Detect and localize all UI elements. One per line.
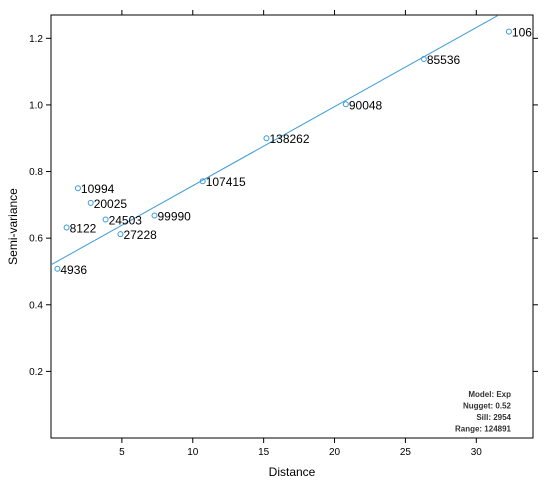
data-point-label: 1068 [512, 26, 539, 40]
x-tick-label: 20 [329, 447, 341, 458]
data-point [420, 55, 427, 62]
data-point [199, 178, 206, 185]
data-point [74, 185, 81, 192]
data-point-label: 107415 [206, 175, 246, 189]
model-info-line: Nugget: 0.52 [463, 402, 512, 411]
data-point [63, 224, 70, 231]
x-tick-label: 10 [187, 447, 199, 458]
data-point-label: 10994 [81, 182, 115, 196]
plot-frame [50, 14, 534, 439]
data-point [151, 212, 158, 219]
data-point [102, 216, 109, 223]
y-tick-label: 0.2 [29, 367, 43, 378]
data-point-label: 20025 [94, 197, 128, 211]
model-info-line: Model: Exp [468, 390, 511, 399]
y-tick-label: 0.6 [29, 234, 43, 245]
x-tick-label: 25 [400, 447, 412, 458]
x-axis-title: Distance [269, 465, 316, 479]
model-fit-line [51, 15, 498, 266]
model-info-line: Sill: 2954 [476, 413, 511, 422]
data-point-label: 8122 [70, 221, 97, 235]
model-info-line: Range: 124891 [455, 425, 512, 434]
y-tick-label: 0.8 [29, 167, 43, 178]
data-point-label: 24503 [109, 214, 143, 228]
data-point [54, 265, 61, 272]
x-tick-label: 15 [258, 447, 270, 458]
data-point-label: 99990 [157, 210, 191, 224]
data-point-label: 138262 [269, 132, 309, 146]
data-point [87, 199, 94, 206]
data-point-label: 85536 [427, 53, 461, 67]
data-point-label: 27228 [123, 228, 157, 242]
y-axis-title: Semi-variance [6, 188, 20, 265]
data-point [505, 28, 512, 35]
x-tick-label: 30 [471, 447, 483, 458]
data-point [342, 101, 349, 108]
y-tick-label: 1.2 [29, 34, 43, 45]
data-point-label: 90048 [349, 98, 383, 112]
data-point [117, 231, 124, 238]
y-tick-label: 1.0 [29, 100, 43, 111]
data-point-label: 4936 [60, 263, 87, 277]
x-tick-label: 5 [119, 447, 125, 458]
data-point [263, 135, 270, 142]
y-tick-label: 0.4 [29, 300, 43, 311]
